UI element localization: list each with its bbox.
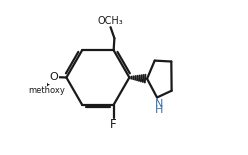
Text: F: F xyxy=(110,118,117,131)
Text: N: N xyxy=(154,99,163,109)
Text: OCH₃: OCH₃ xyxy=(98,16,124,26)
Text: methoxy: methoxy xyxy=(28,86,65,95)
Text: O: O xyxy=(49,72,58,82)
Text: H: H xyxy=(154,105,163,115)
